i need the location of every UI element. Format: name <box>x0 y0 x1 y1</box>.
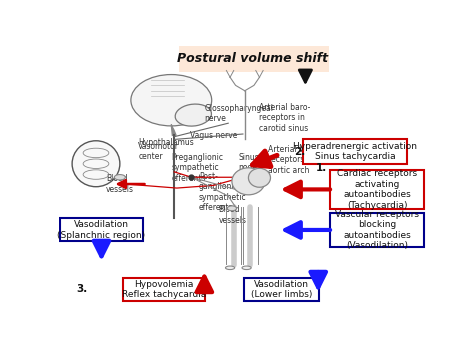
Ellipse shape <box>248 168 271 187</box>
Text: Vagus nerve: Vagus nerve <box>190 131 237 140</box>
FancyBboxPatch shape <box>330 170 424 209</box>
Text: Post-
ganglionic
sympathetic
efferents: Post- ganglionic sympathetic efferents <box>199 172 246 212</box>
FancyBboxPatch shape <box>330 213 424 247</box>
Text: Preganglionic
sympathetic
efferents: Preganglionic sympathetic efferents <box>171 153 223 183</box>
Text: Vasodilation
(Splanchnic region): Vasodilation (Splanchnic region) <box>57 220 146 240</box>
FancyBboxPatch shape <box>244 278 319 301</box>
Ellipse shape <box>228 206 237 211</box>
Text: Arterial baro-
receptors in
aortic arch: Arterial baro- receptors in aortic arch <box>268 145 319 174</box>
Ellipse shape <box>131 74 212 126</box>
Text: Arterial baro-
receptors in
carotid sinus: Arterial baro- receptors in carotid sinu… <box>259 103 311 133</box>
Text: Vasomotor
center: Vasomotor center <box>138 142 179 161</box>
Ellipse shape <box>232 168 265 195</box>
FancyBboxPatch shape <box>302 139 407 164</box>
Ellipse shape <box>242 266 251 270</box>
Text: Postural volume shift: Postural volume shift <box>176 52 328 65</box>
FancyBboxPatch shape <box>179 46 329 72</box>
FancyBboxPatch shape <box>60 218 143 241</box>
Ellipse shape <box>175 104 211 126</box>
Text: Vascular receptors
blocking
autoantibodies
(Vasodilation): Vascular receptors blocking autoantibodi… <box>335 210 419 250</box>
Ellipse shape <box>114 174 125 180</box>
Polygon shape <box>171 125 176 135</box>
Text: 3.: 3. <box>76 284 88 294</box>
FancyBboxPatch shape <box>123 278 205 301</box>
Text: Hypovolemia
Reflex tachycardia: Hypovolemia Reflex tachycardia <box>122 280 206 299</box>
Text: Vasodilation
(Lower limbs): Vasodilation (Lower limbs) <box>251 280 312 299</box>
Text: 2.: 2. <box>294 147 305 157</box>
Text: Cardiac receptors
activating
autoantibodies
(Tachycardia): Cardiac receptors activating autoantibod… <box>337 169 417 210</box>
Text: Glossopharyngeal
nerve: Glossopharyngeal nerve <box>204 104 273 124</box>
Ellipse shape <box>72 141 120 187</box>
Text: Blood
vessels: Blood vessels <box>106 174 134 194</box>
Ellipse shape <box>226 266 235 270</box>
Text: Blood
vessels: Blood vessels <box>219 205 246 225</box>
Text: Hyperadrenergic activation
Sinus tachycardia: Hyperadrenergic activation Sinus tachyca… <box>293 142 417 161</box>
Text: 1.: 1. <box>316 163 328 173</box>
Text: Sinus
node: Sinus node <box>238 153 259 172</box>
Text: Hypothalamus: Hypothalamus <box>138 138 194 147</box>
